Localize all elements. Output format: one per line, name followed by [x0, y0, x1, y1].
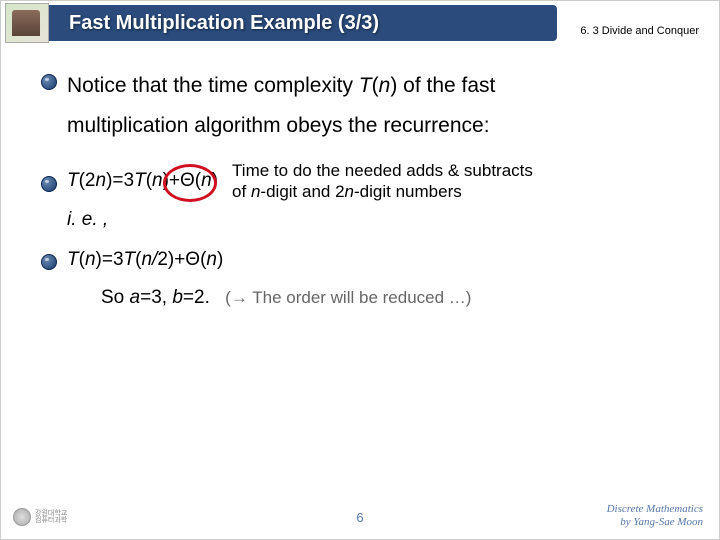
chapter-label: 6. 3 Divide and Conquer — [580, 25, 699, 37]
recurrence-formula-1: T(2n)=3T(n)+Θ(n) — [67, 170, 218, 192]
bullet-icon — [41, 176, 57, 192]
arrow-note: (→ The order will be reduced …) — [225, 288, 471, 307]
bullet-item-3: T(n)=3T(n/2)+Θ(n) — [41, 249, 679, 271]
slide-title: Fast Multiplication Example (3/3) — [69, 12, 379, 35]
decorative-corner-image — [5, 3, 49, 43]
highlight-circle — [163, 164, 217, 202]
formula-note: Time to do the needed adds & subtracts o… — [232, 160, 533, 203]
bullet-icon — [41, 254, 57, 270]
bullet-item-2: T(2n)=3T(n)+Θ(n) Time to do the needed a… — [41, 160, 679, 203]
ie-text: i. e. , — [67, 209, 679, 231]
bullet-icon — [41, 74, 57, 90]
title-bar: Fast Multiplication Example (3/3) — [45, 5, 557, 41]
page-number: 6 — [356, 510, 363, 525]
slide-content: Notice that the time complexity T(n) of … — [1, 49, 719, 309]
text-line-1b: multiplication algorithm obeys the recur… — [67, 109, 679, 143]
slide-footer: 강원대학교컴퓨터과학 6 Discrete Mathematicsby Yang… — [1, 497, 719, 533]
footer-credit: Discrete Mathematicsby Yang-Sae Moon — [607, 503, 703, 529]
recurrence-formula-2: T(n)=3T(n/2)+Θ(n) — [67, 249, 223, 271]
text-line-1a: Notice that the time complexity T(n) of … — [67, 69, 495, 103]
logo-text: 강원대학교컴퓨터과학 — [35, 510, 67, 524]
footer-logo: 강원대학교컴퓨터과학 — [13, 505, 89, 529]
conclusion-line: So a=3, b=2. (→ The order will be reduce… — [101, 287, 679, 309]
bullet-item-1: Notice that the time complexity T(n) of … — [41, 69, 679, 103]
logo-icon — [13, 508, 31, 526]
slide-header: Fast Multiplication Example (3/3) 6. 3 D… — [1, 1, 719, 49]
